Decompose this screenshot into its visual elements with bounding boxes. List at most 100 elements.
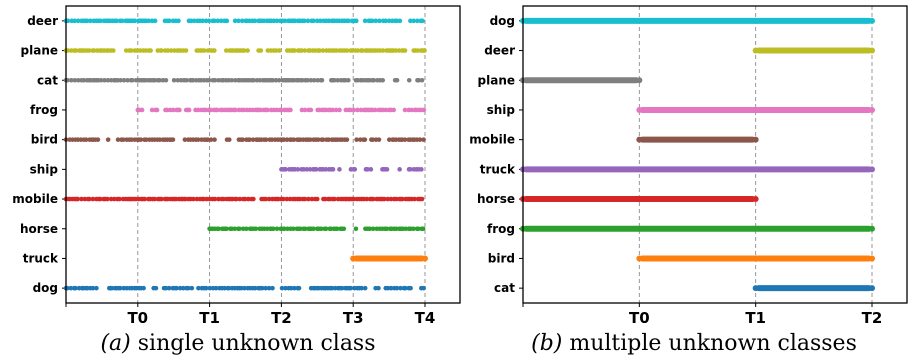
series-point-a-mobile-139 <box>412 196 417 202</box>
series-point-a-mobile-80 <box>263 196 269 202</box>
series-point-a-frog-89 <box>391 107 396 113</box>
series-point-a-mobile-119 <box>364 196 370 202</box>
series-point-b-mobile-cap1 <box>752 136 759 143</box>
series-point-a-bird-56 <box>247 137 252 142</box>
series-point-a-plane-68 <box>273 48 279 53</box>
series-point-a-plane-21 <box>123 48 129 53</box>
series-point-a-horse-53 <box>334 226 340 232</box>
series-point-b-cat-cap0 <box>752 285 759 292</box>
series-point-a-horse-15 <box>240 226 246 232</box>
series-point-a-plane-10 <box>86 48 92 53</box>
series-point-a-mobile-63 <box>216 196 221 202</box>
series-point-a-frog-69 <box>337 107 342 113</box>
series-point-a-bird-84 <box>315 137 321 142</box>
series-point-a-deer-122 <box>415 18 420 24</box>
y-label-b-truck: truck <box>480 162 516 176</box>
series-point-a-mobile-128 <box>385 196 391 202</box>
series-point-a-dog-112 <box>408 285 413 291</box>
series-point-a-deer-115 <box>386 18 392 24</box>
series-point-a-horse-28 <box>274 226 280 232</box>
series-point-a-dog-69 <box>270 285 275 291</box>
series-point-a-cat-41 <box>175 77 181 83</box>
series-point-a-dog-36 <box>174 285 179 291</box>
series-point-a-bird-50 <box>226 137 232 142</box>
series-band-b-truck <box>523 166 872 173</box>
y-label-b-deer: deer <box>484 44 515 58</box>
series-point-a-truck-cap1 <box>422 255 428 262</box>
series-point-a-ship-36 <box>407 167 413 172</box>
series-point-a-bird-88 <box>326 137 331 142</box>
series-point-a-mobile-7 <box>79 196 84 202</box>
series-band-b-horse <box>523 196 756 203</box>
series-point-a-deer-74 <box>274 18 280 24</box>
series-point-a-cat-102 <box>335 77 340 83</box>
panel-b: T0 T1 T2 dog deer plane ship mobile truck horse fr… <box>469 5 908 327</box>
series-point-a-plane-62 <box>245 48 250 53</box>
series-point-a-plane-64 <box>258 48 264 53</box>
series-point-a-frog-33 <box>233 107 238 113</box>
series-point-a-cat-121 <box>406 77 412 83</box>
y-label-a-horse: horse <box>20 222 58 236</box>
series-point-a-frog-5 <box>154 107 160 113</box>
series-point-a-frog-67 <box>330 107 335 113</box>
series-point-a-deer-46 <box>191 18 197 24</box>
series-point-a-dog-70 <box>279 285 285 291</box>
series-a-bird <box>63 137 426 142</box>
series-point-a-dog-19 <box>117 285 123 291</box>
series-point-a-ship-12 <box>307 167 313 172</box>
series-point-a-dog-99 <box>359 285 364 291</box>
series-point-a-frog-55 <box>288 107 293 113</box>
series-point-a-mobile-17 <box>105 196 110 202</box>
series-point-a-ship-40 <box>419 167 424 172</box>
series-point-a-mobile-127 <box>381 196 387 202</box>
series-point-a-deer-124 <box>420 18 425 24</box>
series-point-a-dog-71 <box>283 285 288 291</box>
series-point-a-dog-107 <box>394 285 400 291</box>
series-point-a-deer-57 <box>224 18 230 24</box>
series-point-a-mobile-36 <box>152 196 158 202</box>
series-point-a-frog-25 <box>214 107 220 113</box>
series-point-b-dog-cap1 <box>869 17 875 24</box>
series-point-b-ship-cap0 <box>636 106 643 113</box>
series-point-a-plane-119 <box>402 48 408 53</box>
series-a-horse <box>207 226 426 232</box>
series-point-a-deer-89 <box>311 18 316 24</box>
series-point-a-cat-95 <box>311 77 317 83</box>
series-point-a-bird-57 <box>250 137 256 142</box>
series-point-a-cat-39 <box>163 77 169 83</box>
series-point-a-dog-46 <box>207 285 213 291</box>
series-point-a-cat-23 <box>125 77 130 83</box>
x-tick-label-b-T1: T1 <box>745 309 766 327</box>
series-point-a-horse-79 <box>416 226 421 232</box>
series-point-a-deer-55 <box>218 18 224 24</box>
series-point-a-cat-47 <box>190 77 196 83</box>
series-point-a-mobile-10 <box>86 196 92 202</box>
y-label-a-cat: cat <box>37 73 58 87</box>
series-point-a-mobile-81 <box>266 196 272 202</box>
series-point-a-dog-63 <box>252 285 258 291</box>
series-point-a-plane-1 <box>65 48 71 53</box>
x-tick-label-b-T0: T0 <box>629 309 650 327</box>
series-point-a-frog-74 <box>355 107 360 113</box>
series-point-a-mobile-95 <box>302 196 308 202</box>
series-point-a-mobile-54 <box>191 196 196 202</box>
series-point-a-dog-102 <box>376 285 381 291</box>
series-point-a-dog-33 <box>166 285 172 291</box>
series-band-a-truck <box>353 255 425 262</box>
y-label-a-frog: frog <box>30 103 58 117</box>
series-point-a-mobile-97 <box>309 196 315 202</box>
y-label-b-frog: frog <box>487 222 515 236</box>
series-point-a-ship-29 <box>368 167 374 172</box>
caption-b-text: multiple unknown classes <box>562 331 857 356</box>
series-point-a-ship-15 <box>313 167 319 172</box>
series-point-a-deer-4 <box>75 18 81 24</box>
series-point-a-bird-100 <box>362 137 368 142</box>
series-point-a-horse-34 <box>291 226 296 232</box>
series-point-a-mobile-21 <box>117 196 122 202</box>
series-point-a-horse-14 <box>237 226 242 232</box>
series-point-a-mobile-88 <box>284 196 290 202</box>
series-point-a-mobile-114 <box>351 196 357 202</box>
series-point-a-mobile-105 <box>332 196 337 202</box>
series-point-a-cat-14 <box>98 77 104 83</box>
series-point-a-mobile-39 <box>159 196 164 202</box>
